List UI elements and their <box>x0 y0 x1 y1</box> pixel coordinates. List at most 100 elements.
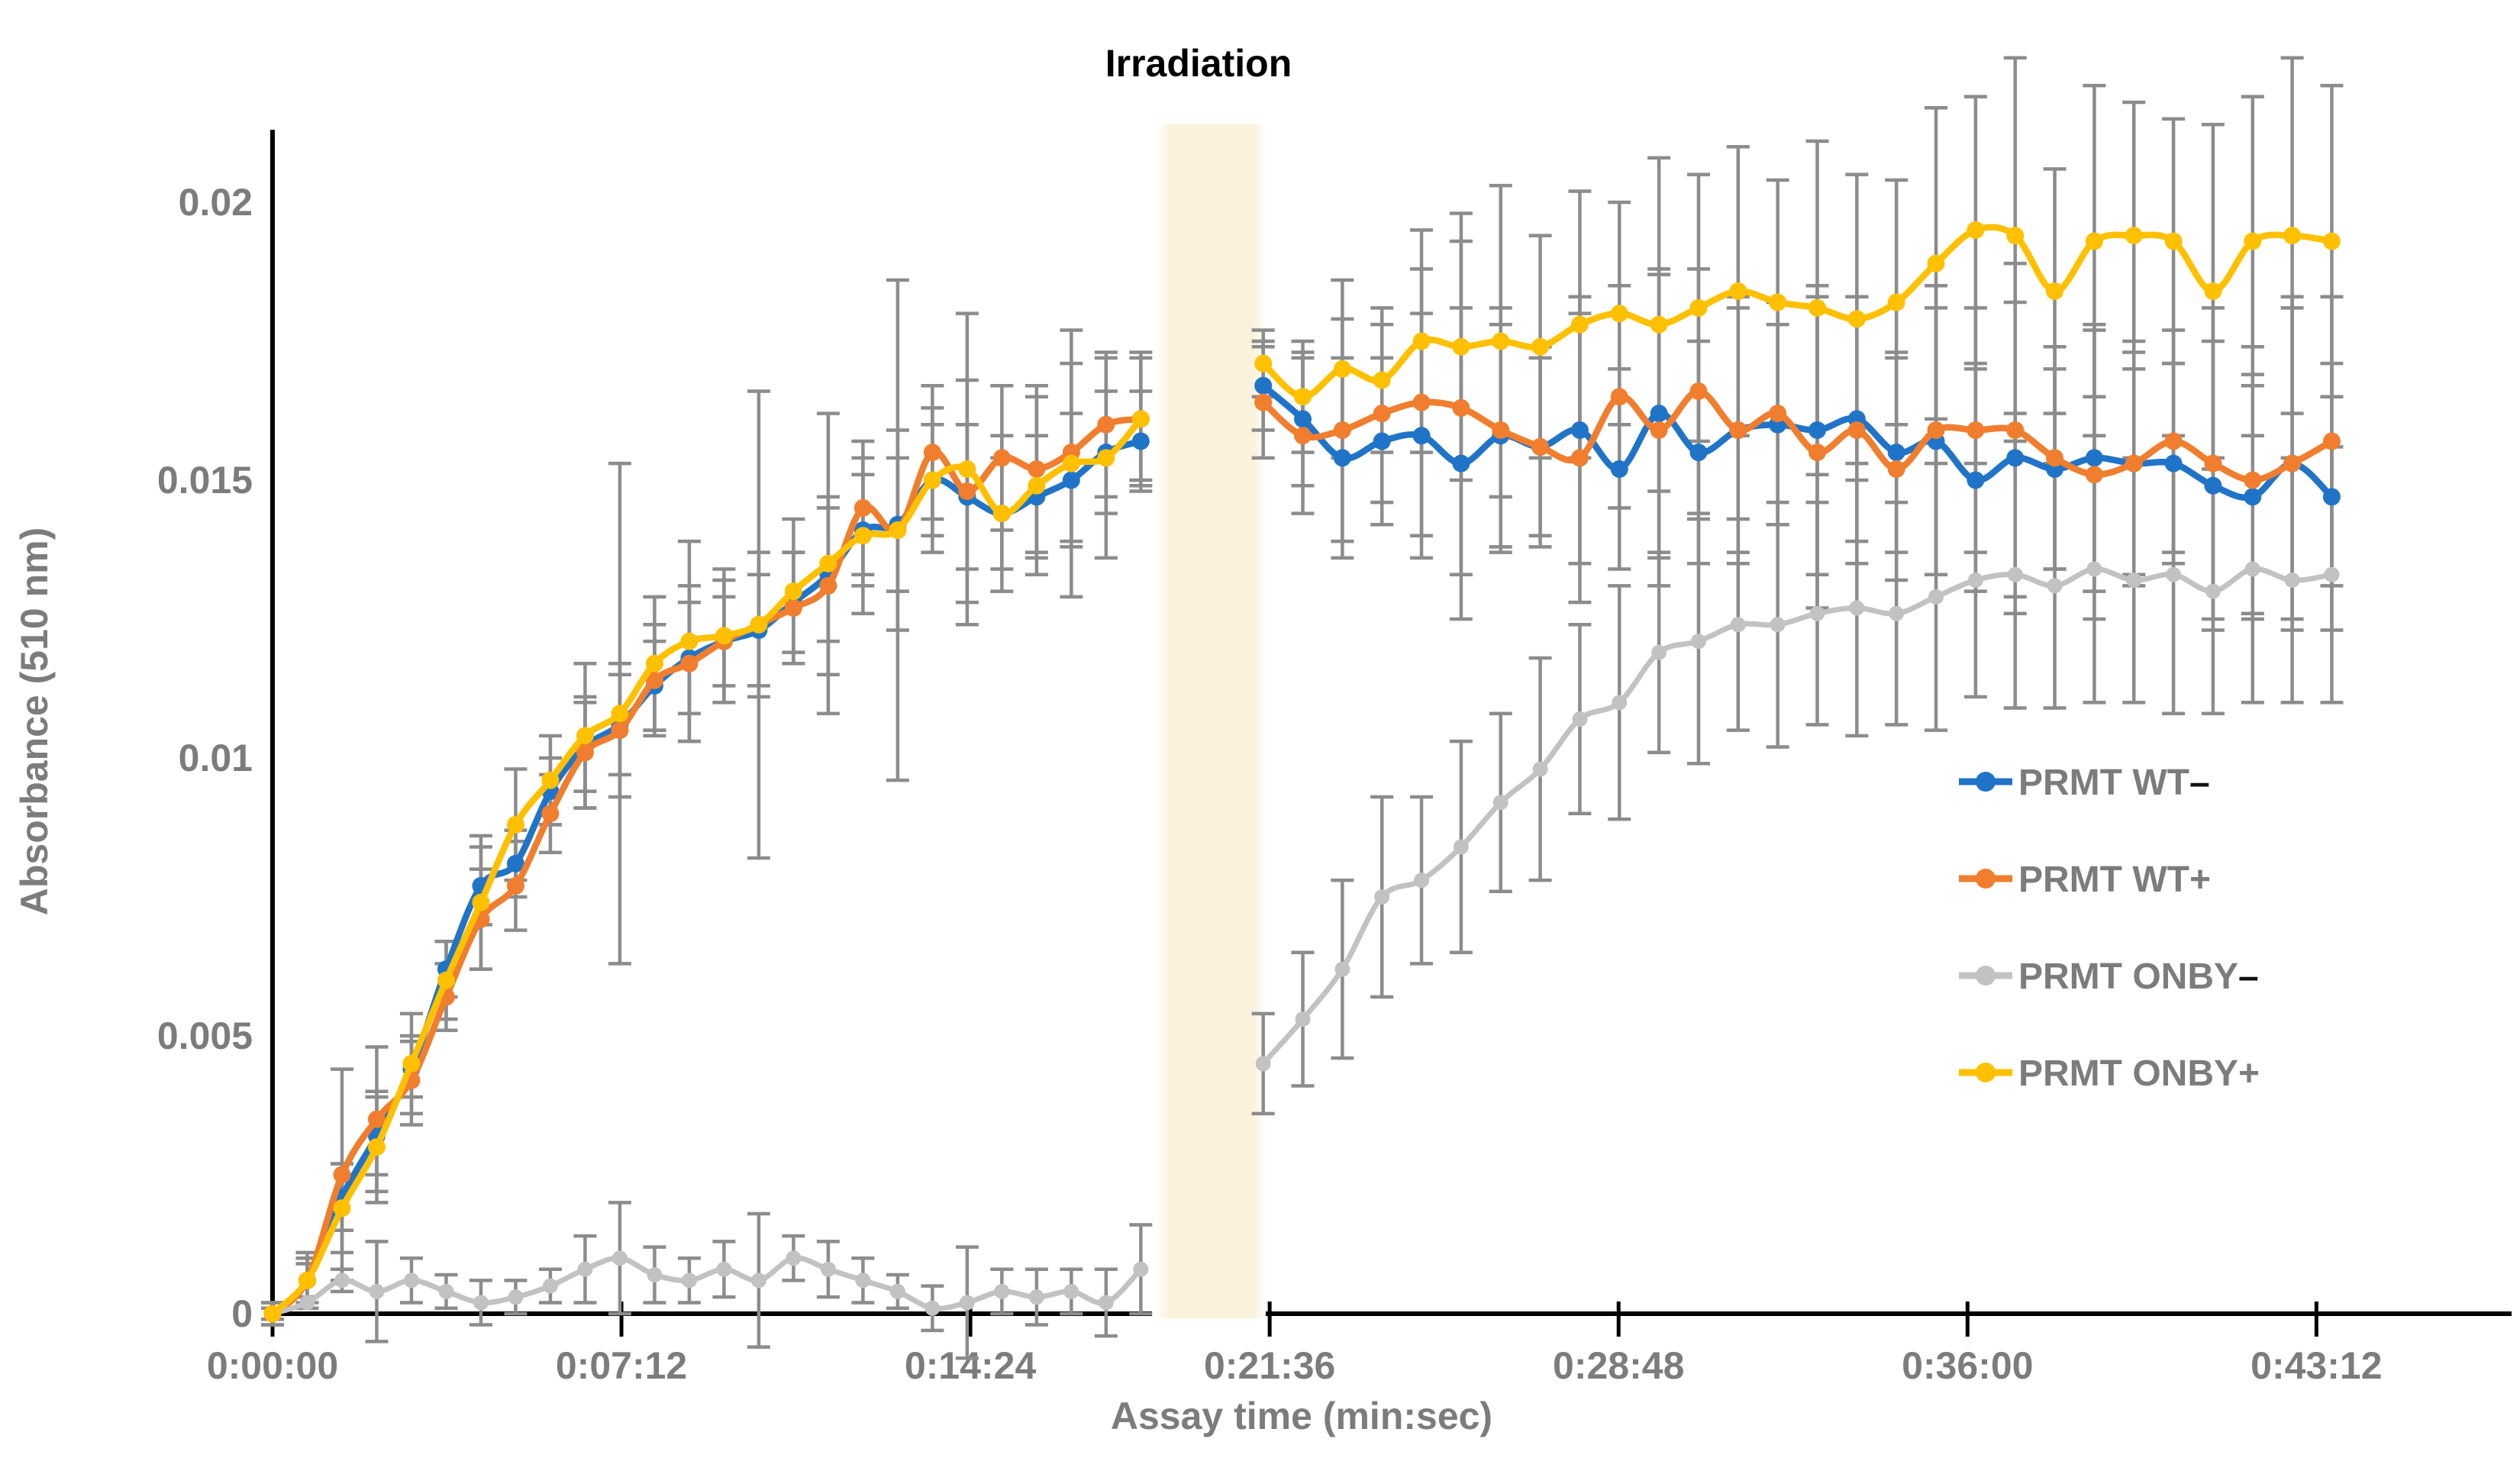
data-point <box>1769 293 1787 311</box>
irradiation-band <box>1156 124 1266 1318</box>
data-point <box>1452 454 1470 473</box>
legend-item-4: PRMT ONBY+ <box>1959 1053 2260 1094</box>
data-point <box>645 671 663 689</box>
data-point <box>1690 634 1706 650</box>
data-point <box>853 527 872 545</box>
data-point <box>2164 454 2183 473</box>
data-point <box>819 554 837 573</box>
data-point <box>1062 454 1080 473</box>
data-point <box>1294 427 1312 445</box>
data-point <box>1610 305 1628 323</box>
legend-marker <box>1976 966 1996 985</box>
data-point <box>299 1295 315 1311</box>
series-prmt-onby-minus <box>265 561 2340 1321</box>
data-point <box>1131 410 1150 428</box>
data-point <box>2046 449 2064 467</box>
data-point <box>2322 488 2341 506</box>
data-point <box>1650 421 1668 439</box>
legend-label: PRMT ONBY– <box>2018 956 2259 997</box>
series-prmt-wt-minus <box>263 376 2341 1323</box>
data-point <box>889 1283 905 1299</box>
data-point <box>1610 460 1628 478</box>
data-point <box>1531 337 1550 356</box>
data-point <box>1570 449 1589 467</box>
data-point <box>1334 961 1350 977</box>
data-point <box>367 1110 386 1128</box>
legend-label: PRMT ONBY+ <box>2018 1053 2260 1094</box>
data-point <box>576 744 594 762</box>
data-point <box>1374 889 1390 905</box>
data-point <box>2322 232 2341 250</box>
data-point <box>1133 1261 1149 1277</box>
data-point <box>1967 573 1983 589</box>
y-tick-label: 0.02 <box>179 181 253 224</box>
data-point <box>1531 437 1550 456</box>
data-point <box>1131 432 1150 450</box>
data-point <box>2244 232 2262 250</box>
data-point <box>1967 471 1985 489</box>
data-point <box>1927 254 1945 273</box>
data-point <box>263 1305 282 1323</box>
data-point <box>784 598 802 617</box>
data-point <box>1412 427 1431 445</box>
data-point <box>1769 405 1787 423</box>
data-point <box>1414 873 1430 889</box>
data-point <box>750 1273 766 1289</box>
data-point <box>1492 421 1510 439</box>
data-point <box>2283 454 2302 473</box>
data-point <box>506 854 524 873</box>
data-point <box>958 482 976 501</box>
data-point <box>611 721 629 740</box>
data-point <box>992 505 1011 523</box>
data-point <box>1612 695 1628 711</box>
data-point <box>333 1166 351 1184</box>
data-point <box>1808 421 1826 439</box>
x-tick-label: 0:00:00 <box>207 1344 338 1387</box>
data-point <box>853 498 872 517</box>
data-point <box>715 627 733 645</box>
data-point <box>1650 315 1668 334</box>
data-point <box>1453 839 1469 855</box>
data-point <box>1373 371 1391 389</box>
data-point <box>1927 421 1945 439</box>
data-point <box>1098 1295 1114 1311</box>
data-point <box>1887 444 1905 462</box>
data-point <box>2244 471 2262 489</box>
x-tick-label: 0:43:12 <box>2251 1344 2382 1387</box>
data-point <box>1928 589 1944 605</box>
legend-marker <box>1976 1063 1996 1082</box>
data-point <box>2085 466 2103 484</box>
y-tick-label: 0.015 <box>157 459 253 502</box>
data-point <box>2006 421 2025 439</box>
data-point <box>716 1261 732 1277</box>
data-point <box>541 771 560 789</box>
data-point <box>923 471 941 489</box>
x-tick-label: 0:07:12 <box>556 1344 687 1387</box>
data-point <box>994 1283 1010 1299</box>
data-point <box>576 727 594 745</box>
legend: PRMT WT– PRMT WT+ PRMT ONBY– PRMT ONBY+ <box>1959 763 2260 1094</box>
data-point <box>1333 360 1351 378</box>
legend-marker <box>1976 869 1996 889</box>
data-point <box>784 582 802 601</box>
data-point <box>1294 410 1312 428</box>
data-point <box>1373 405 1391 423</box>
data-point <box>1887 293 1905 311</box>
legend-label: PRMT WT+ <box>2018 860 2211 900</box>
data-point <box>2204 476 2222 495</box>
data-point <box>1808 298 1826 317</box>
data-point <box>473 1295 489 1311</box>
data-point <box>2085 232 2103 250</box>
data-point <box>1967 421 1985 439</box>
data-point <box>959 1295 975 1311</box>
data-point <box>1570 421 1589 439</box>
data-point <box>2086 561 2102 577</box>
data-point <box>1729 282 1747 300</box>
data-point <box>2166 566 2182 582</box>
data-point <box>1097 415 1115 434</box>
data-point <box>541 805 560 823</box>
data-point <box>1849 600 1865 616</box>
data-point <box>611 1250 628 1266</box>
data-point <box>1650 405 1668 423</box>
data-point <box>680 632 699 650</box>
